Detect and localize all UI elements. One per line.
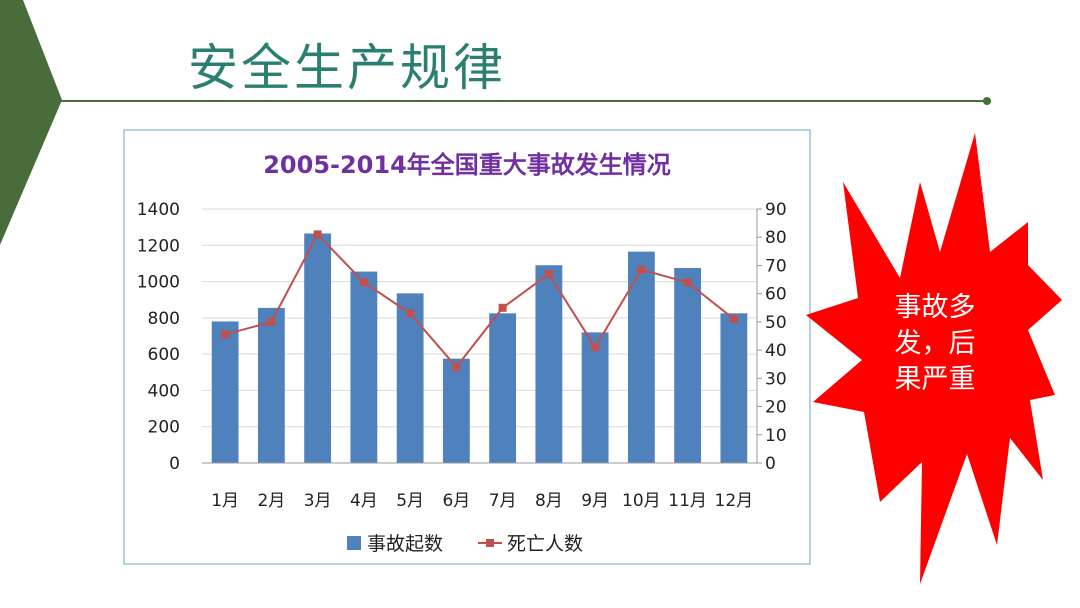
y-left-tick-label: 200 [148,418,180,438]
line-point [359,278,368,287]
x-tick-label: 3月 [304,491,332,511]
x-tick-label: 5月 [396,491,424,511]
bar [211,321,239,463]
bar [442,358,470,463]
y-right-tick-label: 80 [765,228,787,248]
bar [720,313,748,463]
series-line [224,232,735,369]
x-tick-label: 7月 [489,491,517,511]
y-right-tick-label: 30 [765,369,787,389]
slide-title: 安全生产规律 [188,39,506,97]
x-tick-label: 6月 [442,491,470,511]
y-right-tick-label: 40 [765,341,787,361]
x-tick-label: 1月 [211,491,239,511]
burst-text-line-2: 发，后 [894,328,976,359]
legend-label-line: 死亡人数 [507,533,583,555]
x-tick-label: 9月 [581,491,609,511]
line-point [267,317,276,326]
line-point [406,309,415,318]
y-left-tick-label: 0 [169,454,180,474]
legend: 事故起数 死亡人数 [347,533,583,555]
axes: 0 200 400 600 800 1000 1200 1400 0 10 20 30 40 50 60 70… [137,200,787,511]
y-left-tick-label: 600 [148,345,180,365]
line-point [498,303,507,312]
line-point [313,230,322,239]
bar [581,332,609,463]
x-tick-label: 2月 [257,491,285,511]
x-tick-label: 11月 [668,491,707,511]
x-tick-label: 10月 [622,491,661,511]
y-right-tick-label: 60 [765,285,787,305]
y-right-tick-label: 50 [765,313,787,333]
line-point [729,315,738,324]
legend-swatch-bar [347,536,361,550]
line-series [221,230,738,372]
burst-shape [806,133,1062,584]
y-left-tick-label: 400 [148,381,180,401]
y-left-tick-label: 1200 [137,236,180,256]
line-point [637,265,646,274]
bar [489,313,517,463]
x-tick-label: 4月 [350,491,378,511]
burst-text-line-1: 事故多 [894,292,976,323]
bar [627,251,655,463]
y-left-tick-label: 1400 [137,200,180,220]
bar [535,265,563,463]
bar [350,271,378,463]
line-point [452,363,461,372]
line-point [544,269,553,278]
y-right-tick-label: 20 [765,398,787,418]
y-right-tick-label: 70 [765,256,787,276]
bar [257,307,285,463]
chart-title: 2005-2014年全国重大事故发生情况 [263,151,671,179]
y-right-tick-label: 90 [765,200,787,220]
y-right-tick-label: 10 [765,426,787,446]
line-point [591,343,600,352]
burst-text-line-3: 果严重 [894,364,976,395]
title-rule-end-dot [983,97,991,105]
x-tick-label: 12月 [715,491,754,511]
x-tick-label: 8月 [535,491,563,511]
y-right-tick-label: 0 [765,454,776,474]
bar [674,267,702,463]
y-left-tick-label: 1000 [137,273,180,293]
line-point [221,330,230,339]
legend-label-bar: 事故起数 [367,533,443,555]
left-chevron-shape [0,0,62,245]
bar-series [211,233,748,463]
bar [304,233,332,463]
legend-swatch-line-marker [486,539,494,547]
y-left-tick-label: 800 [148,309,180,329]
bar [396,293,424,463]
line-point [683,278,692,287]
